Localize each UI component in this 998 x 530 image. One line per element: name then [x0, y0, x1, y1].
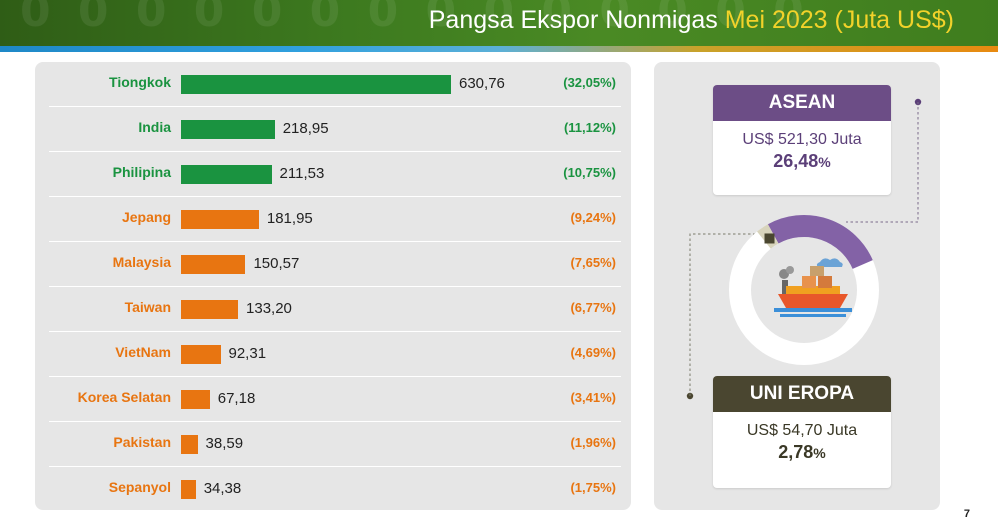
bar — [181, 165, 272, 184]
asean-card: ASEAN US$ 521,30 Juta 26,48% — [713, 85, 891, 195]
asean-value: US$ 521,30 Juta — [742, 131, 862, 148]
bar — [181, 75, 451, 94]
bar-row: Philipina 211,53 (10,75%) — [35, 152, 631, 197]
bar-row: Malaysia 150,57 (7,65%) — [35, 242, 631, 287]
category-label: Malaysia — [112, 254, 171, 270]
value-label: 34,38 — [203, 480, 242, 497]
region-panel: ASEAN US$ 521,30 Juta 26,48% — [654, 62, 940, 510]
bar-row: Tiongkok 630,76 (32,05%) — [35, 62, 631, 107]
value-label: 38,59 — [205, 435, 244, 452]
asean-title: ASEAN — [713, 85, 891, 121]
bar-row: Jepang 181,95 (9,24%) — [35, 197, 631, 242]
row-separator — [49, 241, 621, 242]
bar — [181, 435, 198, 454]
row-separator — [49, 151, 621, 152]
category-label: Jepang — [121, 209, 171, 225]
page-title: Pangsa Ekspor Nonmigas Mei 2023 (Juta US… — [429, 6, 954, 35]
bar — [181, 390, 210, 409]
bar-row: Taiwan 133,20 (6,77%) — [35, 287, 631, 332]
value-label: 181,95 — [266, 210, 313, 227]
value-label: 150,57 — [253, 255, 300, 272]
share-label: (3,41%) — [570, 390, 616, 405]
value-label: 67,18 — [217, 390, 256, 407]
row-separator — [49, 196, 621, 197]
header-decoration: 0 0 0 0 0 0 0 0 0 0 0 0 0 0 — [20, 0, 810, 37]
row-separator — [49, 376, 621, 377]
row-separator — [49, 286, 621, 287]
value-label: 630,76 — [459, 75, 505, 92]
bar-row: Korea Selatan 67,18 (3,41%) — [35, 377, 631, 422]
title-main: Pangsa Ekspor Nonmigas — [428, 6, 725, 34]
bar — [181, 345, 221, 364]
cargo-ship-icon — [774, 258, 852, 317]
bar-row: India 218,95 (11,12%) — [35, 107, 631, 152]
category-label: Philipina — [112, 164, 171, 180]
share-label: (10,75%) — [563, 165, 616, 180]
eu-share-value: 2,78 — [778, 442, 814, 462]
share-label: (32,05%) — [563, 75, 616, 90]
eu-share-unit: % — [813, 445, 826, 461]
title-highlight: Mei 2023 (Juta US$) — [724, 6, 954, 34]
bar — [181, 210, 259, 229]
eu-card: UNI EROPA US$ 54,70 Juta 2,78% — [713, 376, 891, 488]
value-label: 211,53 — [279, 165, 325, 182]
share-label: (4,69%) — [570, 345, 616, 360]
asean-connector-line — [846, 102, 919, 223]
header-stripe — [0, 46, 998, 52]
bar-row: VietNam 92,31 (4,69%) — [35, 332, 631, 377]
share-label: (9,24%) — [570, 210, 616, 225]
eu-share: 2,78% — [713, 442, 891, 463]
share-donut — [729, 215, 879, 365]
value-label: 133,20 — [246, 300, 292, 317]
row-separator — [49, 421, 621, 422]
connector-lines — [686, 98, 922, 400]
bar-row: Sepanyol 34,38 (1,75%) — [35, 467, 631, 512]
asean-share-value: 26,48 — [773, 151, 819, 171]
eu-title: UNI EROPA — [713, 376, 891, 412]
category-label: Korea Selatan — [77, 389, 171, 405]
category-label: Sepanyol — [108, 479, 171, 495]
bar-chart-panel: Tiongkok 630,76 (32,05%) India 218,95 (11,12%… — [35, 62, 631, 512]
bar — [181, 255, 246, 274]
category-label: Taiwan — [124, 299, 171, 315]
row-separator — [49, 331, 621, 332]
value-label: 92,31 — [228, 345, 267, 362]
share-label: (11,12%) — [563, 120, 616, 135]
share-label: (7,65%) — [570, 255, 616, 270]
row-separator — [49, 511, 621, 512]
share-label: (1,75%) — [570, 480, 616, 495]
share-label: (6,77%) — [570, 300, 616, 315]
header-band: 0 0 0 0 0 0 0 0 0 0 0 0 0 0 Pangsa Ekspo… — [0, 0, 998, 46]
bar — [181, 480, 196, 499]
row-separator — [49, 466, 621, 467]
donut-eu-marker — [764, 233, 775, 244]
category-label: Tiongkok — [109, 74, 171, 90]
eu-connector-line — [689, 233, 764, 396]
asean-share: 26,48% — [713, 151, 891, 172]
asean-share-unit: % — [818, 154, 831, 170]
page-number: 7 — [963, 508, 970, 520]
bar-row: Pakistan 38,59 (1,96%) — [35, 422, 631, 467]
share-label: (1,96%) — [570, 435, 616, 450]
bar — [181, 120, 275, 139]
category-label: VietNam — [115, 344, 171, 360]
eu-value: US$ 54,70 Juta — [746, 422, 858, 439]
bar — [181, 300, 239, 319]
category-label: India — [138, 119, 171, 135]
donut-slice-asean — [767, 215, 873, 270]
value-label: 218,95 — [282, 120, 329, 137]
category-label: Pakistan — [113, 434, 171, 450]
row-separator — [49, 106, 621, 107]
